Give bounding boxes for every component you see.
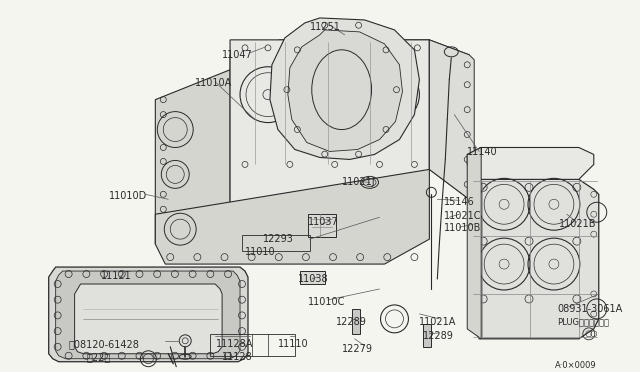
Polygon shape: [270, 18, 419, 160]
Text: 11021C: 11021C: [444, 211, 482, 221]
Text: 11010D: 11010D: [109, 191, 147, 201]
Text: PLUGプラグ（２）: PLUGプラグ（２）: [557, 317, 609, 326]
Polygon shape: [288, 30, 403, 151]
Text: 11038: 11038: [298, 274, 328, 284]
Text: 12293: 12293: [263, 234, 294, 244]
Text: 11010C: 11010C: [308, 297, 345, 307]
Polygon shape: [230, 40, 429, 70]
Text: A·0×0009: A·0×0009: [555, 361, 596, 370]
Polygon shape: [429, 40, 469, 199]
Text: 15146: 15146: [444, 197, 475, 207]
Polygon shape: [351, 309, 360, 334]
Polygon shape: [56, 271, 240, 359]
Text: 11010B: 11010B: [444, 223, 482, 233]
Polygon shape: [300, 271, 324, 284]
Text: 11010A: 11010A: [195, 78, 232, 88]
Text: 12289: 12289: [424, 331, 454, 341]
Text: 11021B: 11021B: [559, 219, 596, 229]
Polygon shape: [424, 324, 431, 347]
Text: 11021A: 11021A: [419, 317, 457, 327]
Text: 08931-3061A: 08931-3061A: [557, 304, 622, 314]
Polygon shape: [429, 40, 474, 199]
Text: 11128A: 11128A: [216, 339, 253, 349]
Text: 11121: 11121: [100, 271, 131, 281]
Text: 11128: 11128: [222, 352, 253, 362]
Polygon shape: [467, 147, 481, 339]
Polygon shape: [308, 214, 336, 237]
Polygon shape: [49, 267, 248, 362]
Text: 12289: 12289: [336, 317, 367, 327]
Text: 11021J: 11021J: [342, 177, 375, 187]
Text: 11110: 11110: [278, 339, 308, 349]
Text: 11251: 11251: [310, 22, 340, 32]
Polygon shape: [230, 40, 429, 209]
Polygon shape: [156, 70, 230, 244]
Text: （22）: （22）: [86, 352, 111, 362]
Polygon shape: [471, 179, 599, 339]
Text: Ⓑ08120-61428: Ⓑ08120-61428: [68, 339, 140, 349]
Polygon shape: [467, 147, 594, 179]
Text: 11140: 11140: [467, 147, 498, 157]
Polygon shape: [75, 284, 222, 354]
Text: 11037: 11037: [308, 217, 339, 227]
Text: 11047: 11047: [222, 50, 253, 60]
Polygon shape: [156, 169, 429, 264]
Text: 12279: 12279: [342, 344, 372, 354]
Text: 11010: 11010: [245, 247, 276, 257]
